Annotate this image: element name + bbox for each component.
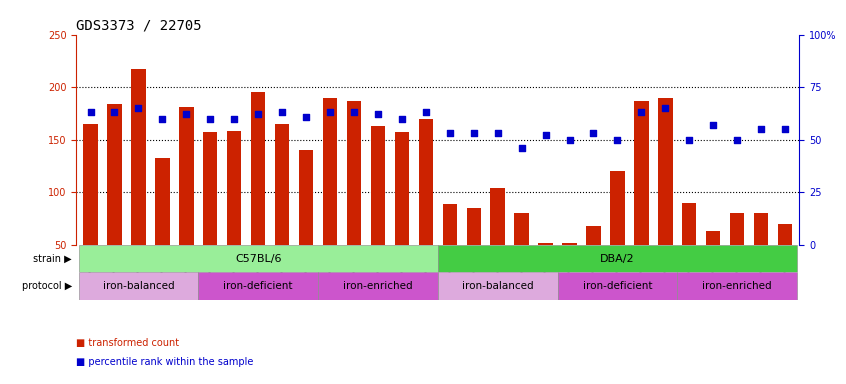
Bar [131,69,146,245]
Point [299,114,313,120]
Bar [437,272,558,300]
Point [179,111,193,118]
Text: protocol ▶: protocol ▶ [22,281,72,291]
Text: C57BL/6: C57BL/6 [235,253,282,263]
Bar [682,203,696,245]
Bar [442,204,457,245]
Text: iron-enriched: iron-enriched [343,281,413,291]
Bar [754,213,768,245]
Bar [275,124,289,245]
Bar [79,245,437,272]
Bar [395,132,409,245]
Bar [318,272,437,300]
Point [706,122,720,128]
Bar [558,272,678,300]
Bar [198,272,318,300]
Point [204,116,217,122]
Point [443,130,457,136]
Point [755,126,768,132]
Text: strain ▶: strain ▶ [33,253,72,263]
Bar [466,208,481,245]
Point [491,130,504,136]
Point [730,137,744,143]
Bar [778,224,793,245]
Point [84,109,97,116]
Bar [586,226,601,245]
Bar [658,98,673,245]
Point [107,109,121,116]
Point [658,105,672,111]
Bar [83,124,97,245]
Bar [227,131,241,245]
Bar [491,188,505,245]
Bar [437,245,797,272]
Point [251,111,265,118]
Text: ■ percentile rank within the sample: ■ percentile rank within the sample [76,357,254,367]
Bar [538,243,552,245]
Bar [419,119,433,245]
Point [228,116,241,122]
Bar [251,93,266,245]
Bar [347,101,361,245]
Bar [730,213,744,245]
Text: iron-enriched: iron-enriched [702,281,772,291]
Text: DBA/2: DBA/2 [600,253,634,263]
Text: iron-balanced: iron-balanced [462,281,534,291]
Text: ■ transformed count: ■ transformed count [76,338,179,348]
Point [347,109,360,116]
Bar [155,157,169,245]
Text: iron-deficient: iron-deficient [223,281,293,291]
Point [132,105,146,111]
Bar [514,213,529,245]
Point [467,130,481,136]
Point [611,137,624,143]
Bar [79,272,198,300]
Bar [299,150,313,245]
Point [419,109,432,116]
Text: GDS3373 / 22705: GDS3373 / 22705 [76,18,201,32]
Bar [706,231,721,245]
Point [587,130,601,136]
Point [395,116,409,122]
Point [371,111,385,118]
Bar [678,272,797,300]
Bar [610,171,624,245]
Point [634,109,648,116]
Point [156,116,169,122]
Point [683,137,696,143]
Point [539,132,552,139]
Point [323,109,337,116]
Point [515,145,529,151]
Bar [371,126,385,245]
Text: iron-balanced: iron-balanced [102,281,174,291]
Bar [634,101,649,245]
Bar [203,132,217,245]
Bar [323,98,338,245]
Text: iron-deficient: iron-deficient [583,281,652,291]
Bar [563,243,577,245]
Bar [179,107,194,245]
Bar [107,104,122,245]
Point [778,126,792,132]
Point [275,109,288,116]
Point [563,137,576,143]
